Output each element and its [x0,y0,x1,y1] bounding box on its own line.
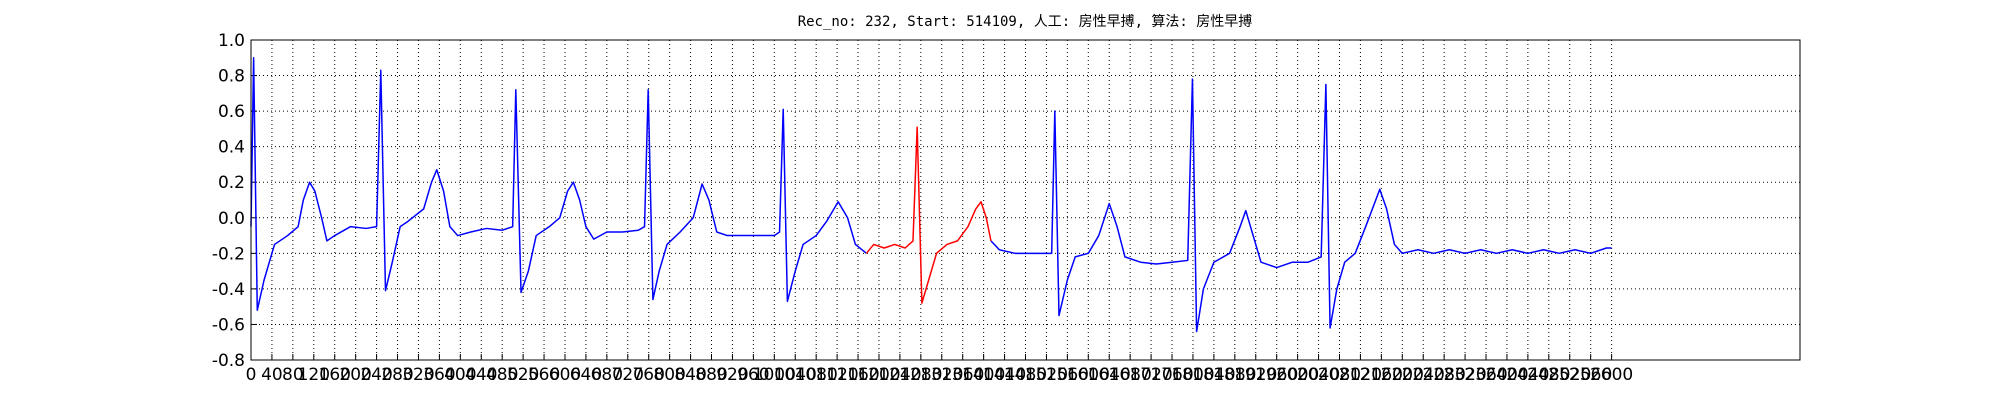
y-tick-label: 0.0 [218,209,245,229]
x-tick-label: 240 [360,365,392,385]
x-tick-label: 1440 [983,365,1026,385]
x-tick-label: 640 [570,365,602,385]
x-tick-label: 80 [282,365,304,385]
y-tick-label: 0.6 [218,102,245,122]
x-tick-label: 1840 [1192,365,1235,385]
x-tick-label: 2560 [1569,365,1612,385]
x-tick-label: 920 [716,365,748,385]
y-tick-label: 0.8 [218,67,245,87]
x-tick-label: 1560 [1046,365,1089,385]
x-tick-label: 2400 [1485,365,1528,385]
x-tick-label: 0 [246,365,257,385]
y-tick-label: -0.2 [212,244,245,264]
y-tick-label: -0.6 [212,315,245,335]
x-tick-label: 2200 [1381,365,1424,385]
x-tick-label: 520 [507,365,539,385]
x-tick-label: 1920 [1234,365,1277,385]
x-tick-label: 1960 [1255,365,1298,385]
x-tick-label: 160 [319,365,351,385]
x-tick-label: 1240 [878,365,921,385]
y-tick-label: 0.2 [218,173,245,193]
x-tick-label: 320 [402,365,434,385]
x-tick-label: 1000 [753,365,796,385]
x-tick-label: 1280 [899,365,942,385]
x-tick-label: 840 [674,365,706,385]
x-tick-label: 1320 [920,365,963,385]
x-tick-label: 200 [339,365,371,385]
x-tick-label: 1160 [836,365,879,385]
x-tick-label: 1080 [795,365,838,385]
x-tick-label: 2160 [1360,365,1403,385]
x-tick-label: 1600 [1067,365,1110,385]
x-tick-label: 760 [632,365,664,385]
x-tick-label: 2120 [1339,365,1382,385]
x-tick-label: 560 [528,365,560,385]
chart-title: Rec_no: 232, Start: 514109, 人工: 房性早搏, 算法… [798,13,1253,30]
x-tick-label: 1360 [941,365,984,385]
x-tick-label: 120 [298,365,330,385]
x-tick-label: 600 [549,365,581,385]
y-tick-label: 0.4 [218,138,245,158]
x-tick-label: 480 [486,365,518,385]
x-tick-label: 2520 [1548,365,1591,385]
plot-frame [250,39,1801,361]
x-tick-label: 1680 [1109,365,1152,385]
x-tick-label: 680 [591,365,623,385]
y-tick-label: -0.8 [212,351,245,371]
x-tick-label: 1040 [774,365,817,385]
x-tick-label: 2480 [1527,365,1570,385]
line-series [250,57,1612,333]
x-tick-label: 720 [612,365,644,385]
x-tick-label: 2360 [1464,365,1507,385]
x-tick-label: 880 [695,365,727,385]
x-tick-label: 1520 [1025,365,1068,385]
x-tick-label: 1880 [1213,365,1256,385]
x-tick-label: 2600 [1590,365,1633,385]
x-tick-label: 960 [737,365,769,385]
x-tick-label: 2440 [1506,365,1549,385]
x-tick-label: 2320 [1443,365,1486,385]
x-tick-label: 2280 [1423,365,1466,385]
x-tick-label: 1760 [1150,365,1193,385]
y-tick-label: -0.4 [212,280,245,300]
x-tick-label: 2040 [1297,365,1340,385]
x-tick-label: 40 [261,365,283,385]
x-tick-label: 400 [444,365,476,385]
x-tick-label: 2240 [1402,365,1445,385]
x-tick-label: 1800 [1171,365,1214,385]
x-tick-label: 1720 [1129,365,1172,385]
x-tick-label: 1120 [815,365,858,385]
x-tick-label: 2080 [1318,365,1361,385]
x-tick-label: 440 [465,365,497,385]
x-tick-label: 360 [423,365,455,385]
x-tick-label: 280 [381,365,413,385]
x-tick-label: 800 [653,365,685,385]
x-tick-label: 1480 [1004,365,1047,385]
line-series [865,126,992,304]
x-tick-label: 1200 [857,365,900,385]
x-tick-label: 1640 [1088,365,1131,385]
y-tick-label: 1.0 [218,31,245,51]
x-tick-label: 2000 [1276,365,1319,385]
x-tick-label: 1400 [962,365,1005,385]
